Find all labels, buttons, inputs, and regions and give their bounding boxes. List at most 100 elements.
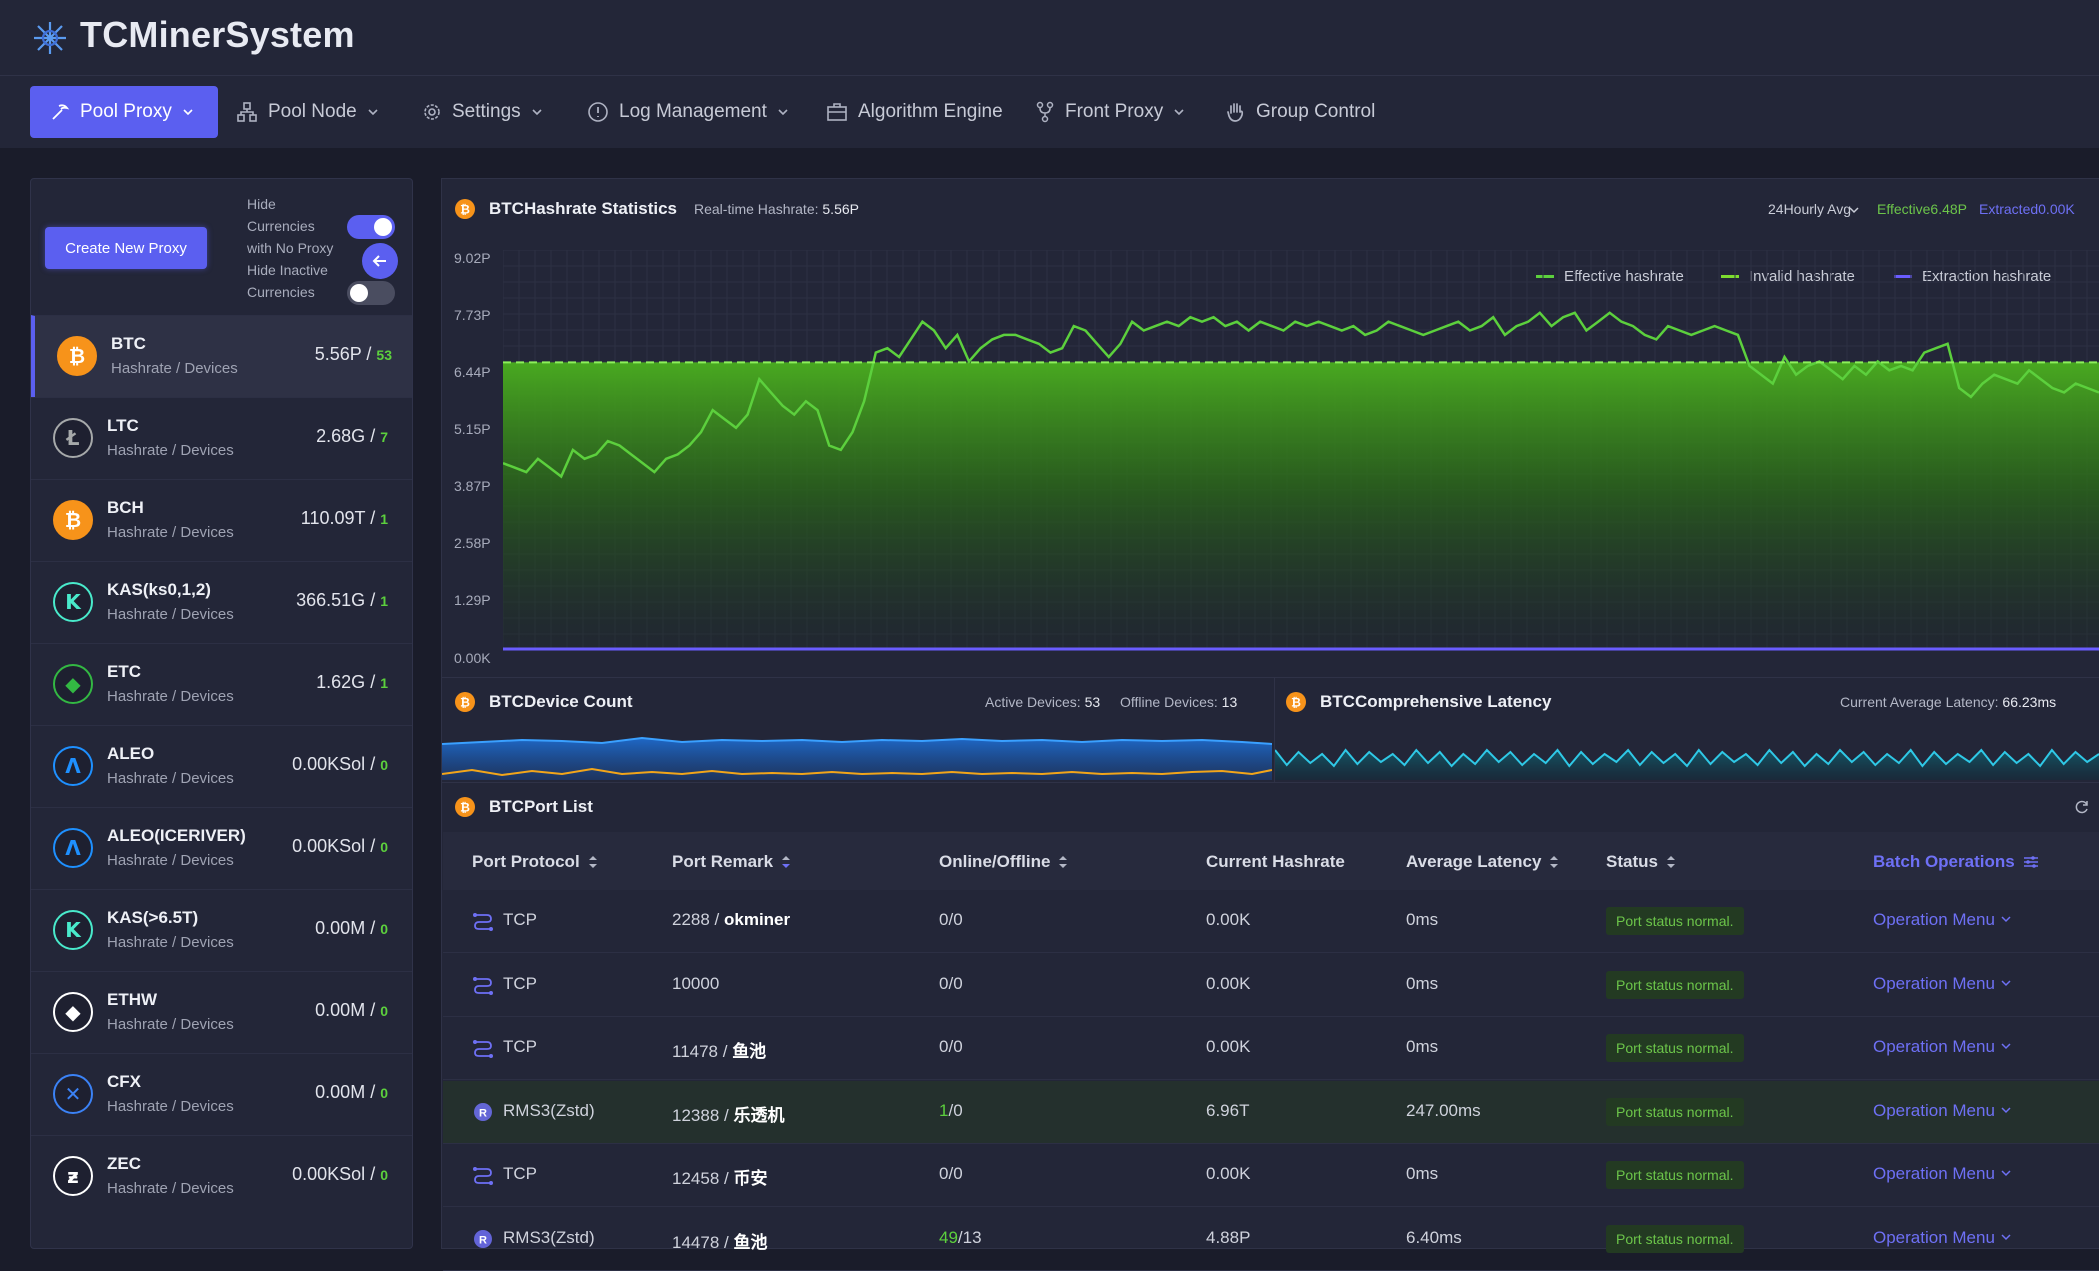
nav-settings[interactable]: Settings: [422, 86, 543, 138]
nav-algorithm-engine[interactable]: Algorithm Engine: [826, 86, 1003, 138]
header-label: Batch Operations: [1873, 852, 2015, 871]
coin-subtitle: Hashrate / Devices: [107, 606, 234, 623]
table-row[interactable]: TCP 11478 / 鱼池 0/0 0.00K 0ms Port status norm…: [443, 1017, 2099, 1080]
svg-text:₿: ₿: [460, 203, 470, 217]
legend-label: Extraction hashrate: [1922, 268, 2052, 285]
coin-item-kas-ks0-1-2-[interactable]: K KAS(ks0,1,2) Hashrate / Devices 366.51G /…: [31, 561, 412, 644]
operation-menu-button[interactable]: Operation Menu: [1873, 1164, 2012, 1184]
active-device-line: [442, 736, 1272, 745]
toggle-label-line: Currencies: [247, 284, 315, 300]
nav-label: Pool Proxy: [80, 101, 172, 122]
briefcase-icon: [827, 103, 847, 121]
coin-subtitle: Hashrate / Devices: [107, 688, 234, 705]
coin-subtitle: Hashrate / Devices: [107, 524, 234, 541]
ethw-coin-icon: ◆: [53, 992, 93, 1032]
cfx-coin-icon: ✕: [53, 1074, 93, 1114]
col-status[interactable]: Status: [1606, 852, 1676, 872]
top-header: TCMinerSystem: [0, 0, 2099, 76]
nav-group-control[interactable]: Group Control: [1226, 86, 1375, 138]
sort-icon: [1550, 856, 1559, 868]
tcp-protocol-icon: [473, 976, 493, 995]
online-count: 0: [939, 910, 949, 929]
col-current-hashrate: Current Hashrate: [1206, 852, 1345, 872]
operation-menu-button[interactable]: Operation Menu: [1873, 910, 2012, 930]
average-latency: 0ms: [1406, 1037, 1439, 1056]
svg-text:₿: ₿: [460, 801, 470, 815]
online-offline: 0/0: [939, 910, 963, 929]
operation-menu-button[interactable]: Operation Menu: [1873, 974, 2012, 994]
table-row[interactable]: R RMS3(Zstd) 12388 / 乐透机 1/0 6.96T 247.00ms Po…: [443, 1080, 2099, 1144]
period-select[interactable]: 24Hourly Avg: [1768, 201, 1851, 217]
svg-text:₿: ₿: [460, 696, 470, 710]
coin-name: KAS(ks0,1,2): [107, 580, 211, 599]
extracted-total: Extracted0.00K: [1979, 201, 2075, 217]
refresh-icon[interactable]: [2074, 799, 2090, 815]
legend-effective[interactable]: Effective hashrate: [1536, 268, 1684, 285]
y-tick-label: 2.58P: [454, 535, 491, 551]
table-row[interactable]: TCP 12458 / 币安 0/0 0.00K 0ms Port status norm…: [443, 1144, 2099, 1207]
legend-extraction[interactable]: Extraction hashrate: [1894, 268, 2051, 285]
coin-item-ethw[interactable]: ◆ ETHW Hashrate / Devices 0.00M / 0: [31, 971, 412, 1054]
header-label: Current Hashrate: [1206, 852, 1345, 871]
table-row[interactable]: R RMS3(Zstd) 14478 / 鱼池 49/13 4.88P 6.40ms Por…: [443, 1208, 2099, 1271]
port-protocol: TCP: [503, 973, 537, 993]
coin-item-btc[interactable]: ₿ BTC Hashrate / Devices 5.56P / 53: [31, 315, 412, 398]
coin-item-zec[interactable]: ƶ ZEC Hashrate / Devices 0.00KSol / 0: [31, 1135, 412, 1218]
online-offline: 1/0: [939, 1100, 963, 1120]
col-port-remark[interactable]: Port Remark: [672, 852, 791, 872]
svg-text:₿: ₿: [1291, 696, 1301, 710]
offline-count: 0: [953, 1100, 963, 1120]
coin-hashrate-devices: 2.68G / 7: [316, 426, 388, 446]
coin-name: ALEO: [107, 744, 155, 763]
coin-item-ltc[interactable]: Ł LTC Hashrate / Devices 2.68G / 7: [31, 397, 412, 480]
coin-devices: 1: [380, 593, 388, 609]
operation-menu-button[interactable]: Operation Menu: [1873, 1101, 2012, 1121]
coin-subtitle: Hashrate / Devices: [107, 852, 234, 869]
chevron-down-icon: [532, 109, 542, 116]
operation-menu-button[interactable]: Operation Menu: [1873, 1037, 2012, 1057]
nav-pool-proxy[interactable]: Pool Proxy: [30, 86, 218, 138]
port-number: 12388: [672, 1105, 720, 1125]
coin-name: BTC: [111, 334, 146, 353]
table-header: [443, 832, 2099, 890]
table-row[interactable]: TCP 2288 / okminer 0/0 0.00K 0ms Port status …: [443, 890, 2099, 953]
y-tick-label: 1.29P: [454, 592, 491, 608]
coin-item-aleo[interactable]: Λ ALEO Hashrate / Devices 0.00KSol / 0: [31, 725, 412, 808]
coin-devices: 53: [376, 347, 392, 363]
svg-text:Ł: Ł: [66, 426, 80, 450]
coin-hashrate: 0.00KSol: [292, 754, 366, 774]
nav-front-proxy[interactable]: Front Proxy: [1035, 86, 1185, 138]
nav-pool-node[interactable]: Pool Node: [236, 86, 379, 138]
latency-sparkline: [1275, 748, 2099, 780]
coin-hashrate: 1.62G: [316, 672, 366, 692]
hand-icon: [1227, 103, 1244, 122]
tcp-protocol-icon: [473, 1167, 493, 1185]
col-online-offline[interactable]: Online/Offline: [939, 852, 1068, 872]
coin-item-kas-6-5t-[interactable]: K KAS(>6.5T) Hashrate / Devices 0.00M / 0: [31, 889, 412, 972]
latency-title: BTCComprehensive Latency: [1320, 692, 1552, 711]
y-tick-label: 6.44P: [454, 364, 491, 380]
coin-hashrate: 0.00KSol: [292, 836, 366, 856]
table-row[interactable]: TCP 10000 0/0 0.00K 0ms Port status normal. Op…: [443, 954, 2099, 1017]
kas-6-5t--coin-icon: K: [53, 910, 93, 950]
tcp-protocol-icon: [473, 913, 493, 931]
batch-operations-button[interactable]: Batch Operations: [1873, 852, 2039, 872]
operation-menu-button[interactable]: Operation Menu: [1873, 1228, 2012, 1248]
coin-item-etc[interactable]: ◆ ETC Hashrate / Devices 1.62G / 1: [31, 643, 412, 726]
coin-item-cfx[interactable]: ✕ CFX Hashrate / Devices 0.00M / 0: [31, 1053, 412, 1136]
hide-no-proxy-switch[interactable]: [347, 215, 395, 239]
current-hashrate: 0.00K: [1206, 1037, 1251, 1056]
coin-item-aleo-iceriver-[interactable]: Λ ALEO(ICERIVER) Hashrate / Devices 0.00KSo…: [31, 807, 412, 890]
legend-invalid[interactable]: Invalid hashrate: [1721, 268, 1855, 285]
svg-text:✕: ✕: [65, 1082, 82, 1106]
col-port-protocol[interactable]: Port Protocol: [472, 852, 598, 872]
coin-item-bch[interactable]: ₿ BCH Hashrate / Devices 110.09T / 1: [31, 479, 412, 562]
col-average-latency[interactable]: Average Latency: [1406, 852, 1559, 872]
y-tick-label: 7.73P: [454, 307, 491, 323]
nav-log-management[interactable]: Log Management: [587, 86, 789, 138]
coin-name: ZEC: [107, 1154, 141, 1173]
hide-inactive-switch[interactable]: [347, 281, 395, 305]
collapse-sidebar-button[interactable]: [362, 243, 398, 279]
chevron-down-icon: [2001, 979, 2011, 986]
create-new-proxy-button[interactable]: Create New Proxy: [45, 227, 207, 269]
